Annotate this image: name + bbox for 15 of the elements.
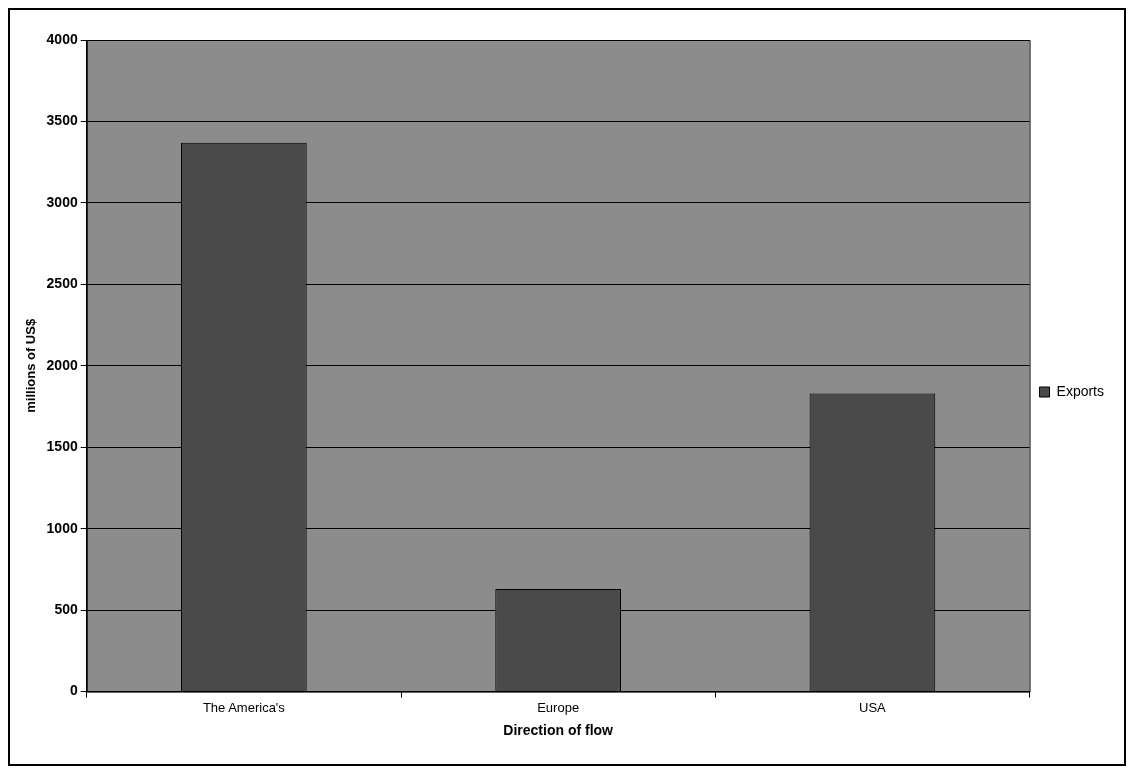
x-tick-label: USA — [859, 699, 887, 715]
y-axis-title: millions of US$ — [23, 318, 39, 413]
y-tick-label: 4000 — [46, 30, 78, 47]
y-tick-label: 0 — [69, 682, 78, 699]
y-tick-label: 500 — [54, 601, 78, 618]
x-tick-label: Europe — [537, 699, 580, 715]
y-tick-label: 2000 — [46, 356, 78, 373]
legend-label: Exports — [1056, 382, 1105, 399]
x-tick-label: The America's — [202, 699, 286, 715]
y-tick-label: 1000 — [46, 519, 78, 536]
y-tick-label: 3500 — [46, 112, 78, 129]
y-tick-label: 3000 — [46, 193, 78, 210]
y-tick-label: 1500 — [46, 438, 78, 455]
x-axis-title: Direction of flow — [503, 722, 614, 739]
y-tick-label: 2500 — [46, 275, 78, 292]
